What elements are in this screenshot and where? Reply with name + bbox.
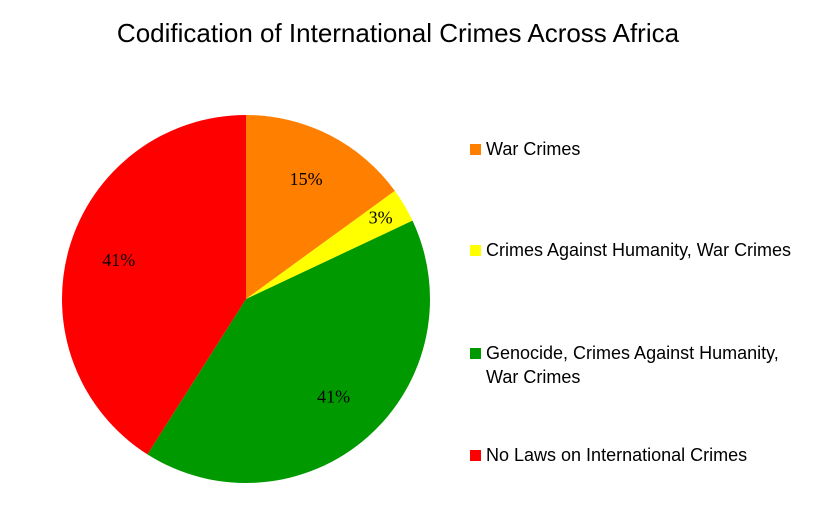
data-label: 15% (290, 169, 323, 189)
data-label: 41% (317, 386, 350, 406)
pie-slice (246, 190, 413, 299)
data-label: 41% (102, 250, 135, 270)
legend-item: War Crimes (470, 137, 800, 161)
pie-slice (147, 220, 430, 483)
legend-item: No Laws on International Crimes (470, 443, 800, 467)
legend-label: War Crimes (486, 139, 581, 159)
pie-slice (246, 115, 395, 299)
legend-label: No Laws on International Crimes (486, 445, 748, 465)
legend-item: Genocide, Crimes Against Humanity, War C… (470, 341, 800, 389)
legend-swatch (470, 144, 481, 155)
legend-label: Genocide, Crimes Against Humanity, War C… (486, 343, 779, 387)
legend-item: Crimes Against Humanity, War Crimes (470, 238, 800, 262)
legend-swatch (470, 245, 481, 256)
chart-title: Codification of International Crimes Acr… (117, 18, 680, 48)
data-label: 3% (369, 208, 393, 228)
legend-swatch (470, 450, 481, 461)
pie-slice (62, 115, 247, 455)
legend-swatch (470, 348, 481, 359)
legend-label: Crimes Against Humanity, War Crimes (486, 240, 792, 260)
